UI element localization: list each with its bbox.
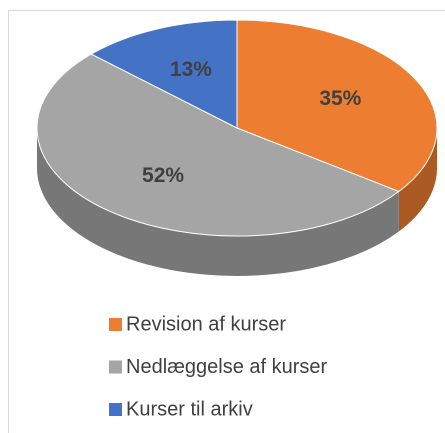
data-label: 52% — [142, 164, 184, 187]
data-label: 35% — [319, 87, 361, 110]
chart-border — [8, 10, 445, 433]
pie-slice — [236, 19, 438, 193]
pie-slice — [36, 53, 400, 237]
pie-side — [398, 128, 437, 232]
legend-label: Nedlæggelse af kurser — [126, 356, 328, 378]
legend-label: Revision af kurser — [126, 313, 286, 335]
legend-label: Kurser til arkiv — [126, 398, 253, 420]
data-label: 13% — [170, 58, 212, 81]
legend-swatch — [109, 318, 122, 331]
legend-swatch — [109, 403, 122, 416]
pie-slice — [90, 19, 238, 129]
pie-side — [37, 128, 399, 276]
legend-swatch — [109, 360, 122, 374]
